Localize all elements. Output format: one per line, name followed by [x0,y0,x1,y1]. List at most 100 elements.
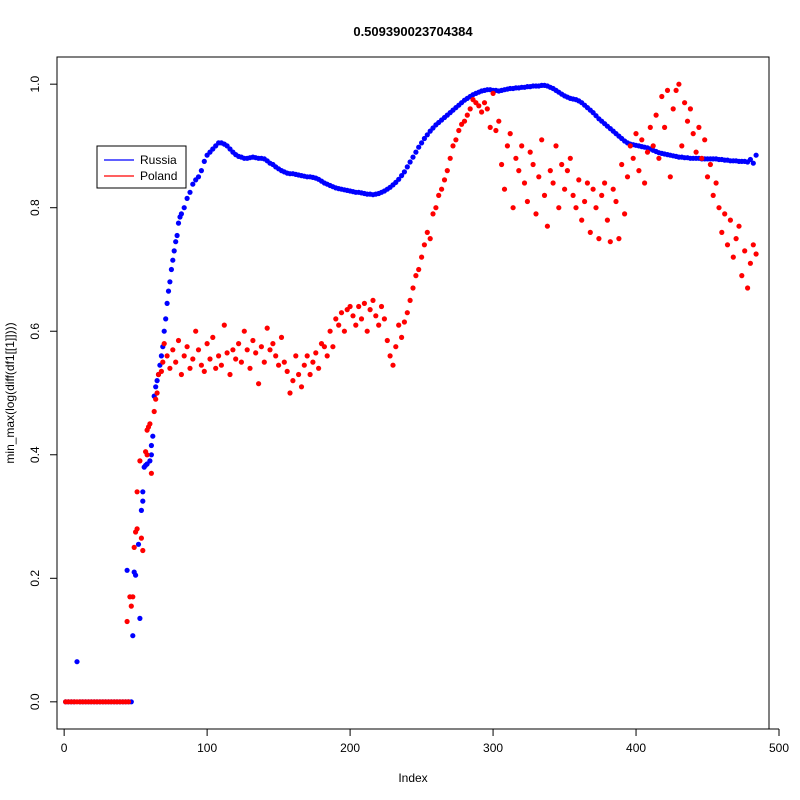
data-point [167,365,173,371]
data-point [704,174,711,180]
y-axis: 0.0 0.2 0.4 0.6 0.8 1.0 [28,76,58,710]
data-point [499,161,505,168]
data-point [236,341,242,347]
data-point [148,442,154,449]
data-point [696,124,702,130]
data-point [233,356,239,362]
data-point [338,310,345,316]
data-point [221,322,227,328]
legend-box [96,145,187,189]
data-point [556,205,562,211]
data-point [198,362,204,368]
data-point [456,127,462,134]
data-point [401,169,407,175]
data-point [539,137,545,143]
data-point [404,310,410,316]
data-point [587,229,593,235]
data-point [664,87,671,93]
data-point [544,223,551,229]
data-point [504,143,510,149]
data-point [347,303,353,310]
data-point [413,273,419,279]
data-point [290,378,296,384]
data-point [336,322,342,328]
data-point [653,112,659,118]
data-point [484,106,490,112]
data-point [673,87,679,93]
data-point [230,347,236,353]
data-point [424,132,430,138]
data-point [138,507,144,513]
data-point [147,458,153,464]
data-point [550,180,556,186]
data-point [376,322,382,328]
data-point [238,359,244,365]
data-point [416,144,422,150]
data-point [178,211,184,217]
data-point [413,149,419,155]
data-point [742,248,748,254]
data-point [170,257,176,263]
data-point [750,242,756,248]
data-point [184,344,190,350]
data-point [450,143,456,149]
data-point [158,368,164,374]
data-point [181,205,187,211]
data-point [247,365,253,371]
data-point [216,353,222,359]
data-point [124,567,130,573]
data-point [381,316,387,322]
data-point [433,205,439,211]
y-tick-label: 1.0 [28,76,42,93]
data-point [350,313,356,319]
data-point [333,316,339,322]
data-point [175,337,182,344]
data-point [321,344,327,350]
data-point [310,359,316,365]
data-point [524,198,531,205]
data-point [190,356,196,362]
data-point [670,106,676,112]
data-point [453,137,459,143]
data-point [218,362,224,368]
data-point [702,137,708,143]
data-point [562,186,568,192]
data-point [241,328,247,334]
data-point [187,189,193,195]
data-point [416,266,422,273]
data-point [327,328,333,334]
data-point [276,362,282,368]
data-point [570,192,576,198]
data-point [410,285,416,291]
data-point [161,328,167,334]
data-point [387,353,393,359]
data-point [273,353,279,359]
x-tick-label: 500 [769,741,789,755]
data-point [593,205,599,211]
data-point [367,307,373,313]
data-point [165,288,172,294]
data-point [358,316,365,322]
data-point [195,174,202,180]
data-point [516,168,522,174]
data-point [164,300,170,306]
data-point [576,177,582,183]
y-tick-label: 0.6 [28,323,42,340]
data-point [624,174,631,180]
data-point [642,180,648,186]
data-point [313,350,319,356]
data-point [356,303,362,310]
data-point [616,236,622,242]
data-point [630,155,636,161]
data-point [261,359,267,365]
data-point [613,198,619,205]
data-point [195,347,202,353]
data-point [213,365,219,371]
data-point [650,143,656,149]
legend: Russia Poland [96,145,187,189]
data-point [447,155,453,161]
data-point [567,155,573,161]
data-point [541,192,548,198]
data-point [298,384,305,390]
data-point [461,118,468,124]
